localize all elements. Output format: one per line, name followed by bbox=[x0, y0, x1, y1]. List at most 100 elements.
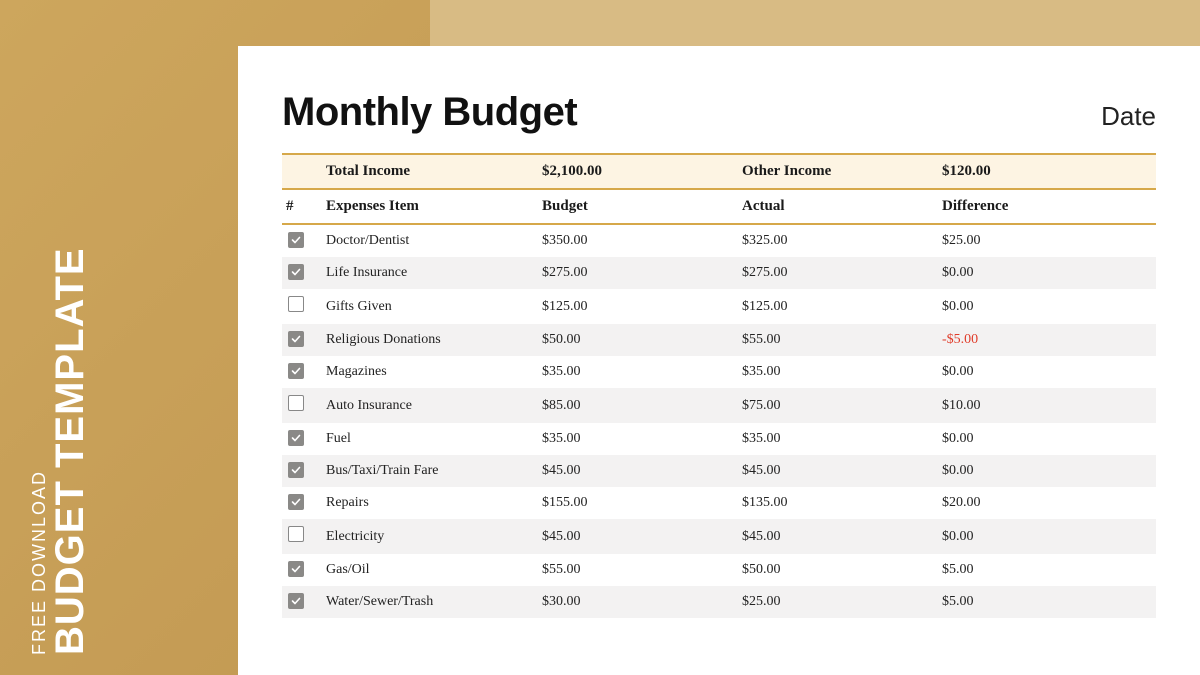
expense-item: Doctor/Dentist bbox=[322, 233, 542, 249]
row-checkbox[interactable] bbox=[288, 363, 304, 379]
actual-value: $135.00 bbox=[742, 495, 942, 511]
income-spacer bbox=[282, 163, 322, 180]
table-row: Water/Sewer/Trash$30.00$25.00$5.00 bbox=[282, 586, 1156, 618]
table-row: Doctor/Dentist$350.00$325.00$25.00 bbox=[282, 225, 1156, 257]
expense-item: Electricity bbox=[322, 529, 542, 545]
budget-value: $50.00 bbox=[542, 332, 742, 348]
expense-item: Water/Sewer/Trash bbox=[322, 594, 542, 610]
difference-value: $0.00 bbox=[942, 364, 1156, 380]
budget-value: $85.00 bbox=[542, 398, 742, 414]
budget-value: $275.00 bbox=[542, 265, 742, 281]
total-income-label: Total Income bbox=[322, 163, 542, 180]
difference-value: $5.00 bbox=[942, 594, 1156, 610]
other-income-value: $120.00 bbox=[942, 163, 1156, 180]
expense-item: Religious Donations bbox=[322, 332, 542, 348]
col-actual: Actual bbox=[742, 198, 942, 215]
actual-value: $50.00 bbox=[742, 562, 942, 578]
budget-value: $35.00 bbox=[542, 364, 742, 380]
checkbox-cell bbox=[282, 395, 322, 416]
row-checkbox[interactable] bbox=[288, 264, 304, 280]
checkbox-cell bbox=[282, 264, 322, 282]
table-row: Magazines$35.00$35.00$0.00 bbox=[282, 356, 1156, 388]
difference-value: $10.00 bbox=[942, 398, 1156, 414]
difference-value: $0.00 bbox=[942, 431, 1156, 447]
budget-value: $155.00 bbox=[542, 495, 742, 511]
budget-value: $125.00 bbox=[542, 299, 742, 315]
table-row: Repairs$155.00$135.00$20.00 bbox=[282, 487, 1156, 519]
expense-item: Gas/Oil bbox=[322, 562, 542, 578]
expense-item: Life Insurance bbox=[322, 265, 542, 281]
budget-value: $55.00 bbox=[542, 562, 742, 578]
table-body: Doctor/Dentist$350.00$325.00$25.00Life I… bbox=[282, 225, 1156, 618]
budget-value: $350.00 bbox=[542, 233, 742, 249]
actual-value: $125.00 bbox=[742, 299, 942, 315]
table-row: Religious Donations$50.00$55.00-$5.00 bbox=[282, 324, 1156, 356]
expense-item: Fuel bbox=[322, 431, 542, 447]
difference-value: -$5.00 bbox=[942, 332, 1156, 348]
actual-value: $75.00 bbox=[742, 398, 942, 414]
expense-item: Repairs bbox=[322, 495, 542, 511]
row-checkbox[interactable] bbox=[288, 494, 304, 510]
table-header-row: # Expenses Item Budget Actual Difference bbox=[282, 190, 1156, 225]
budget-value: $30.00 bbox=[542, 594, 742, 610]
page-title: Monthly Budget bbox=[282, 90, 577, 135]
table-row: Fuel$35.00$35.00$0.00 bbox=[282, 423, 1156, 455]
actual-value: $45.00 bbox=[742, 463, 942, 479]
budget-value: $45.00 bbox=[542, 529, 742, 545]
row-checkbox[interactable] bbox=[288, 526, 304, 542]
table-row: Gifts Given$125.00$125.00$0.00 bbox=[282, 289, 1156, 324]
checkbox-cell bbox=[282, 232, 322, 250]
expense-item: Auto Insurance bbox=[322, 398, 542, 414]
col-budget: Budget bbox=[542, 198, 742, 215]
row-checkbox[interactable] bbox=[288, 462, 304, 478]
checkbox-cell bbox=[282, 462, 322, 480]
budget-value: $45.00 bbox=[542, 463, 742, 479]
date-label: Date bbox=[1101, 101, 1156, 132]
checkbox-cell bbox=[282, 363, 322, 381]
side-caption: FREE DOWNLOAD BUDGET TEMPLATE bbox=[29, 247, 90, 655]
table-row: Electricity$45.00$45.00$0.00 bbox=[282, 519, 1156, 554]
income-summary-row: Total Income $2,100.00 Other Income $120… bbox=[282, 153, 1156, 190]
difference-value: $0.00 bbox=[942, 529, 1156, 545]
actual-value: $325.00 bbox=[742, 233, 942, 249]
checkbox-cell bbox=[282, 526, 322, 547]
side-caption-small: FREE DOWNLOAD bbox=[29, 247, 50, 655]
checkbox-cell bbox=[282, 430, 322, 448]
row-checkbox[interactable] bbox=[288, 331, 304, 347]
difference-value: $5.00 bbox=[942, 562, 1156, 578]
checkbox-cell bbox=[282, 296, 322, 317]
difference-value: $0.00 bbox=[942, 463, 1156, 479]
checkbox-cell bbox=[282, 331, 322, 349]
table-row: Bus/Taxi/Train Fare$45.00$45.00$0.00 bbox=[282, 455, 1156, 487]
background-top-block bbox=[430, 0, 1200, 46]
actual-value: $25.00 bbox=[742, 594, 942, 610]
actual-value: $35.00 bbox=[742, 364, 942, 380]
difference-value: $0.00 bbox=[942, 265, 1156, 281]
actual-value: $55.00 bbox=[742, 332, 942, 348]
row-checkbox[interactable] bbox=[288, 296, 304, 312]
expense-item: Magazines bbox=[322, 364, 542, 380]
difference-value: $0.00 bbox=[942, 299, 1156, 315]
actual-value: $45.00 bbox=[742, 529, 942, 545]
actual-value: $275.00 bbox=[742, 265, 942, 281]
col-item: Expenses Item bbox=[322, 198, 542, 215]
table-row: Life Insurance$275.00$275.00$0.00 bbox=[282, 257, 1156, 289]
row-checkbox[interactable] bbox=[288, 430, 304, 446]
checkbox-cell bbox=[282, 593, 322, 611]
budget-value: $35.00 bbox=[542, 431, 742, 447]
actual-value: $35.00 bbox=[742, 431, 942, 447]
checkbox-cell bbox=[282, 494, 322, 512]
side-caption-big: BUDGET TEMPLATE bbox=[50, 247, 90, 655]
row-checkbox[interactable] bbox=[288, 232, 304, 248]
table-row: Auto Insurance$85.00$75.00$10.00 bbox=[282, 388, 1156, 423]
other-income-label: Other Income bbox=[742, 163, 942, 180]
expense-item: Gifts Given bbox=[322, 299, 542, 315]
difference-value: $20.00 bbox=[942, 495, 1156, 511]
checkbox-cell bbox=[282, 561, 322, 579]
table-row: Gas/Oil$55.00$50.00$5.00 bbox=[282, 554, 1156, 586]
title-bar: Monthly Budget Date bbox=[282, 90, 1156, 135]
expense-item: Bus/Taxi/Train Fare bbox=[322, 463, 542, 479]
row-checkbox[interactable] bbox=[288, 561, 304, 577]
row-checkbox[interactable] bbox=[288, 395, 304, 411]
row-checkbox[interactable] bbox=[288, 593, 304, 609]
